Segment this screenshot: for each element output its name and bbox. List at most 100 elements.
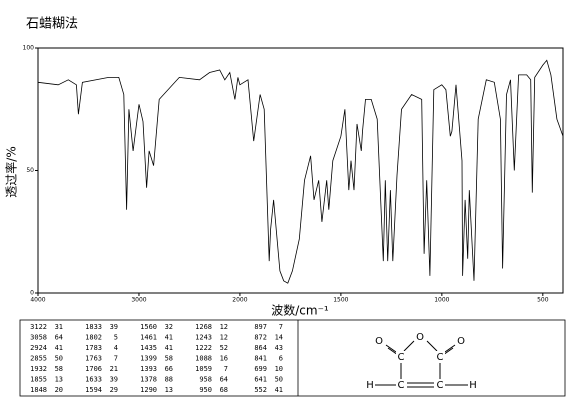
wavenumber-cell: 1833 (85, 323, 102, 331)
wavenumber-cell: 1706 (85, 365, 102, 373)
wavenumber-cell: 1378 (140, 376, 157, 384)
atom-bg (415, 331, 425, 343)
transmittance-cell: 64 (220, 376, 228, 384)
transmittance-cell: 16 (220, 355, 228, 363)
transmittance-cell: 6 (279, 355, 283, 363)
wavenumber-cell: 864 (254, 344, 267, 352)
transmittance-cell: 13 (165, 386, 173, 394)
wavenumber-cell: 1594 (85, 386, 102, 394)
x-tick-label: 500 (537, 297, 549, 304)
atom-label: C (398, 352, 405, 363)
x-tick-label: 1500 (333, 297, 348, 304)
wavenumber-cell: 841 (254, 355, 267, 363)
transmittance-cell: 7 (279, 323, 283, 331)
atom-bg (468, 379, 478, 391)
atom-bg (374, 335, 384, 347)
transmittance-cell: 68 (220, 386, 228, 394)
bond (426, 340, 438, 352)
transmittance-cell: 41 (165, 344, 173, 352)
x-tick-label: 4000 (30, 297, 45, 304)
transmittance-cell: 29 (110, 386, 118, 394)
wavenumber-cell: 1088 (195, 355, 212, 363)
y-axis-label: 透过率/% (4, 146, 19, 197)
structure (375, 340, 468, 388)
wavenumber-cell: 1848 (30, 386, 47, 394)
atom-label: C (437, 380, 444, 391)
atom-label: O (416, 332, 424, 343)
transmittance-cell: 43 (275, 344, 283, 352)
transmittance-cell: 32 (165, 323, 173, 331)
atom-label: O (457, 336, 465, 347)
wavenumber-cell: 1268 (195, 323, 212, 331)
x-tick-label: 3000 (131, 297, 146, 304)
table-frame (19, 319, 566, 397)
atom-label: H (366, 380, 374, 391)
bond (444, 344, 456, 353)
wavenumber-cell: 1399 (140, 355, 157, 363)
wavenumber-cell: 1855 (30, 376, 47, 384)
bond (403, 340, 415, 352)
wavenumber-cell: 552 (254, 386, 267, 394)
wavenumber-cell: 1290 (140, 386, 157, 394)
wavenumber-cell: 1243 (195, 334, 212, 342)
atom-label: C (437, 352, 444, 363)
transmittance-cell: 4 (114, 344, 118, 352)
transmittance-cell: 50 (55, 355, 63, 363)
transmittance-cell: 39 (110, 323, 118, 331)
spectrum-line (37, 59, 564, 284)
transmittance-cell: 41 (165, 334, 173, 342)
transmittance-cell: 13 (55, 376, 63, 384)
transmittance-cell: 10 (275, 365, 283, 373)
transmittance-cell: 41 (275, 386, 283, 394)
transmittance-cell: 7 (224, 365, 228, 373)
transmittance-cell: 5 (114, 334, 118, 342)
wavenumber-cell: 1461 (140, 334, 157, 342)
x-tick-label: 1000 (434, 297, 449, 304)
atom-bg (435, 379, 445, 391)
wavenumber-cell: 1222 (195, 344, 212, 352)
atom-label: H (469, 380, 477, 391)
wavenumber-cell: 872 (254, 334, 267, 342)
wavenumber-cell: 2924 (30, 344, 47, 352)
wavenumber-cell: 699 (254, 365, 267, 373)
wavenumber-cell: 1802 (85, 334, 102, 342)
transmittance-cell: 50 (275, 376, 283, 384)
wavenumber-cell: 1763 (85, 355, 102, 363)
transmittance-cell: 14 (275, 334, 283, 342)
atom-label: C (398, 380, 405, 391)
wavenumber-cell: 2855 (30, 355, 47, 363)
wavenumber-cell: 3122 (30, 323, 47, 331)
wavenumber-cell: 1560 (140, 323, 157, 331)
y-tick-label: 50 (26, 167, 34, 174)
atom-bg (456, 335, 466, 347)
x-axis-label: 波数/cm⁻¹ (271, 303, 329, 318)
transmittance-cell: 64 (55, 334, 63, 342)
atom-bg (396, 379, 406, 391)
transmittance-cell: 39 (110, 376, 118, 384)
wavenumber-cell: 1633 (85, 376, 102, 384)
wavenumber-cell: 1393 (140, 365, 157, 373)
transmittance-cell: 12 (220, 334, 228, 342)
transmittance-cell: 88 (165, 376, 173, 384)
transmittance-cell: 31 (55, 323, 63, 331)
plot-frame (37, 47, 564, 294)
atom-bg (396, 351, 406, 363)
transmittance-cell: 66 (165, 365, 173, 373)
bond (385, 344, 397, 353)
x-tick-label: 2000 (232, 297, 247, 304)
y-tick-label: 100 (23, 45, 35, 52)
wavenumber-cell: 641 (254, 376, 267, 384)
transmittance-cell: 52 (220, 344, 228, 352)
atom-bg (365, 379, 375, 391)
wavenumber-cell: 1783 (85, 344, 102, 352)
transmittance-cell: 20 (55, 386, 63, 394)
transmittance-cell: 7 (114, 355, 118, 363)
wavenumber-cell: 3058 (30, 334, 47, 342)
y-tick-label: 0 (30, 290, 34, 297)
wavenumber-cell: 958 (199, 376, 212, 384)
transmittance-cell: 12 (220, 323, 228, 331)
wavenumber-cell: 1932 (30, 365, 47, 373)
atom-label: O (375, 336, 383, 347)
transmittance-cell: 58 (55, 365, 63, 373)
